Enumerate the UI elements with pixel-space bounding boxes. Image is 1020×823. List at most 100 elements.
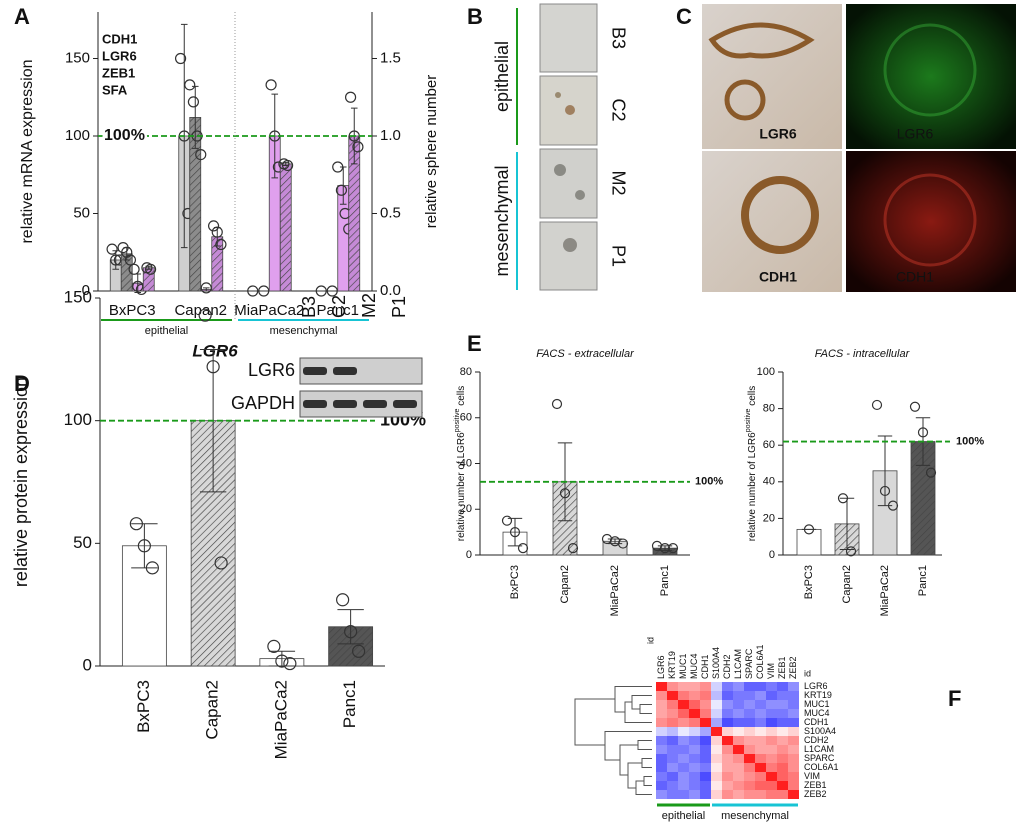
data-point [200,282,212,294]
y-tick-label: 80 [460,366,472,378]
y-tick-label: 50 [73,533,92,552]
data-point [206,360,220,374]
x-tick-label: BxPC3 [109,302,156,319]
x-tick-label: BxPC3 [509,565,521,599]
data-point [258,285,270,297]
data-point [837,493,849,504]
y-tick-label: 100 [64,410,92,429]
x-tick-label: MiaPaCa2 [234,302,304,319]
heat-cell [744,790,755,799]
tissue [883,173,977,267]
heat-cell [656,736,667,745]
heat-cell [755,691,766,700]
panel-label: B [467,4,483,29]
heat-cell [711,727,722,736]
heat-cell [744,700,755,709]
heat-cell [766,727,777,736]
col-label: MUC1 [678,653,688,679]
heat-cell [755,727,766,736]
heat-cell [700,772,711,781]
heat-cell [766,772,777,781]
y2-axis-label: relative sphere number [423,75,440,228]
heat-cell [722,727,733,736]
heat-cell [656,745,667,754]
heat-cell [711,736,722,745]
heat-cell [667,745,678,754]
heat-cell [722,700,733,709]
col-label: ZEB2 [788,656,798,679]
data-point [128,263,140,275]
sphere [555,92,561,98]
blot-lane: C2 [329,295,349,318]
heat-cell [722,790,733,799]
reference-label: 100% [956,435,984,447]
heat-cell [656,790,667,799]
heat-cell [788,790,799,799]
heat-cell [722,736,733,745]
heat-cell [678,691,689,700]
blot-lane: P1 [389,296,409,318]
y-tick-label: 100 [65,127,90,144]
sphere [575,190,585,200]
heat-cell [711,682,722,691]
panel-label: C [676,4,692,29]
y-tick-label: 150 [64,287,92,306]
heat-cell [700,790,711,799]
data-point [879,485,891,497]
y-tick-label: 20 [763,512,775,524]
data-point [551,398,563,410]
image [539,221,598,291]
heat-cell [777,745,788,754]
heat-cell [788,736,799,745]
group-label: epithelial [492,41,512,112]
legend-entry: LGR6 [102,48,137,63]
legend-entry: SFA [102,82,128,97]
heat-cell [722,682,733,691]
blot-row: GAPDH [231,393,295,413]
heat-cell [667,736,678,745]
data-point [215,238,227,251]
heat-cell [744,718,755,727]
heat-cell [755,763,766,772]
data-point [517,543,529,554]
y-tick-label: 0 [769,549,775,561]
heat-cell [711,790,722,799]
heat-cell [733,790,744,799]
col-label: S100A4 [711,647,721,679]
data-point [925,467,937,478]
data-point [332,161,344,173]
blot-lane: M2 [359,293,379,318]
data-point [275,654,289,668]
data-point [247,285,259,297]
heat-cell [788,745,799,754]
heat-cell [777,718,788,727]
image-label: B3 [608,27,628,49]
col-label: MUC4 [689,653,699,679]
heat-cell [667,790,678,799]
error-bar [877,435,893,507]
row-label: MUC1 [804,699,830,709]
heat-cell [722,754,733,763]
heat-cell [678,790,689,799]
heat-cell [689,727,700,736]
heat-cell [744,682,755,691]
heat-cell [777,691,788,700]
heat-cell [744,754,755,763]
heat-cell [711,763,722,772]
heat-cell [733,718,744,727]
y-tick-label: 60 [763,439,775,451]
error-bar [112,250,120,270]
data-point [567,543,579,554]
row-label: CDH2 [804,735,829,745]
chart-title: LGR6 [192,341,238,360]
image [702,151,842,292]
heat-cell [755,772,766,781]
heat-cell [744,763,755,772]
heat-cell [711,754,722,763]
heat-cell [744,709,755,718]
heat-cell [700,718,711,727]
reference-label: 100% [695,476,723,488]
col-label: VIM [766,663,776,679]
image-label: C2 [608,98,628,121]
